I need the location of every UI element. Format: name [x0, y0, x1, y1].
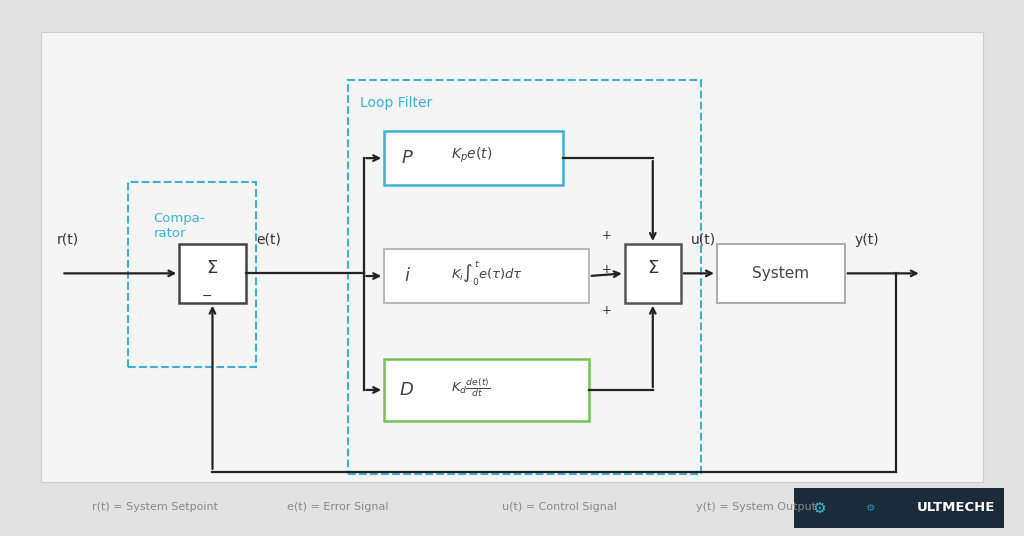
Text: +: + [601, 304, 611, 317]
Text: $\Sigma$: $\Sigma$ [207, 259, 218, 277]
Bar [384, 131, 563, 185]
Text: $K_d\frac{de(t)}{dt}$: $K_d\frac{de(t)}{dt}$ [451, 376, 489, 399]
Text: y(t): y(t) [855, 233, 880, 247]
Text: $K_i\int_0^t e(\tau)d\tau$: $K_i\int_0^t e(\tau)d\tau$ [451, 259, 522, 288]
Text: e(t) = Error Signal: e(t) = Error Signal [287, 502, 388, 511]
Text: System: System [753, 266, 809, 281]
Text: Compa-
rator: Compa- rator [154, 212, 205, 240]
Text: ⚙: ⚙ [812, 501, 826, 515]
Text: u(t): u(t) [691, 233, 717, 247]
Text: r(t) = System Setpoint: r(t) = System Setpoint [92, 502, 218, 511]
Text: i: i [404, 267, 409, 285]
Text: y(t) = System Output: y(t) = System Output [696, 502, 816, 511]
Text: D: D [399, 381, 414, 399]
Text: ⚙: ⚙ [865, 503, 876, 513]
Bar [625, 244, 681, 303]
Text: P: P [401, 149, 412, 167]
Text: ULTMECHE: ULTMECHE [916, 501, 995, 515]
Bar [384, 249, 589, 303]
Bar [348, 80, 701, 474]
Bar [179, 244, 246, 303]
Bar [41, 32, 983, 482]
Text: u(t) = Control Signal: u(t) = Control Signal [502, 502, 616, 511]
Bar [717, 244, 845, 303]
Text: r(t): r(t) [56, 233, 79, 247]
Text: +: + [601, 263, 611, 276]
Bar [794, 488, 1004, 528]
Text: $K_p e(t)$: $K_p e(t)$ [451, 146, 492, 165]
Bar [384, 359, 589, 421]
Text: +: + [601, 229, 611, 242]
Text: −: − [202, 290, 213, 303]
Bar [128, 182, 256, 367]
Text: Loop Filter: Loop Filter [360, 96, 433, 110]
Text: e(t): e(t) [256, 233, 281, 247]
Text: $\Sigma$: $\Sigma$ [647, 259, 658, 277]
